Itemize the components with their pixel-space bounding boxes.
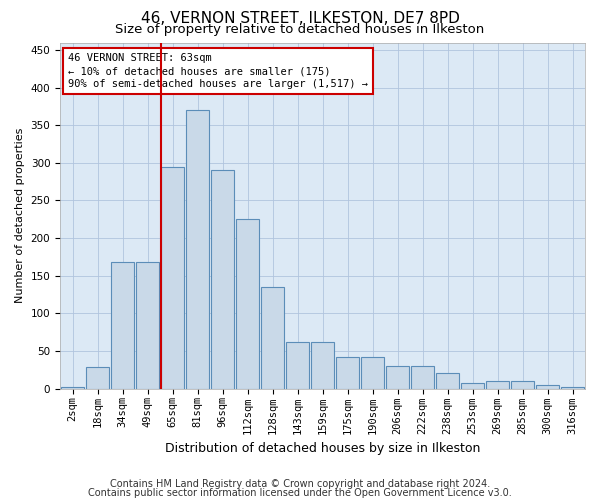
Bar [386,366,409,388]
Bar [86,368,109,388]
Bar [311,342,334,388]
Bar [136,262,159,388]
Text: 46 VERNON STREET: 63sqm
← 10% of detached houses are smaller (175)
90% of semi-d: 46 VERNON STREET: 63sqm ← 10% of detache… [68,53,368,90]
Bar [336,357,359,388]
Bar [436,374,459,388]
Bar [61,387,84,388]
X-axis label: Distribution of detached houses by size in Ilkeston: Distribution of detached houses by size … [165,442,480,455]
Bar [486,381,509,388]
Bar [411,366,434,388]
Y-axis label: Number of detached properties: Number of detached properties [15,128,25,303]
Bar [536,385,559,388]
Bar [461,382,484,388]
Text: Contains HM Land Registry data © Crown copyright and database right 2024.: Contains HM Land Registry data © Crown c… [110,479,490,489]
Bar [561,387,584,388]
Bar [111,262,134,388]
Bar [161,166,184,388]
Bar [261,287,284,388]
Bar [236,220,259,388]
Bar [186,110,209,388]
Text: Contains public sector information licensed under the Open Government Licence v3: Contains public sector information licen… [88,488,512,498]
Bar [361,357,384,388]
Bar [511,381,534,388]
Bar [211,170,234,388]
Bar [286,342,309,388]
Text: 46, VERNON STREET, ILKESTON, DE7 8PD: 46, VERNON STREET, ILKESTON, DE7 8PD [140,11,460,26]
Text: Size of property relative to detached houses in Ilkeston: Size of property relative to detached ho… [115,22,485,36]
